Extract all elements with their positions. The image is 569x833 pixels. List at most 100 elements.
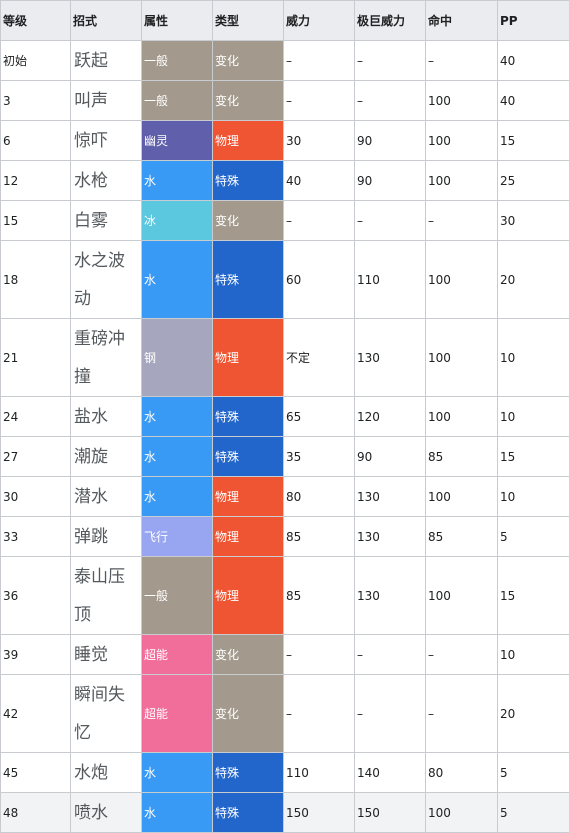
level-cell: 24 bbox=[1, 397, 71, 437]
move-name-link[interactable]: 惊吓 bbox=[71, 121, 142, 161]
power-cell: 60 bbox=[284, 241, 355, 319]
level-cell: 33 bbox=[1, 517, 71, 557]
category-badge[interactable]: 变化 bbox=[213, 81, 284, 121]
move-name-link[interactable]: 盐水 bbox=[71, 397, 142, 437]
pp-cell: 5 bbox=[498, 753, 569, 793]
type-badge[interactable]: 一般 bbox=[142, 41, 213, 81]
max-power-cell: – bbox=[355, 41, 426, 81]
max-power-cell: – bbox=[355, 675, 426, 753]
category-badge[interactable]: 特殊 bbox=[213, 753, 284, 793]
move-name-link[interactable]: 睡觉 bbox=[71, 635, 142, 675]
type-badge[interactable]: 超能 bbox=[142, 635, 213, 675]
category-badge[interactable]: 变化 bbox=[213, 635, 284, 675]
power-cell: – bbox=[284, 41, 355, 81]
power-cell: – bbox=[284, 635, 355, 675]
accuracy-cell: 85 bbox=[426, 437, 498, 477]
level-cell: 初始 bbox=[1, 41, 71, 81]
max-power-cell: 140 bbox=[355, 753, 426, 793]
move-name-link[interactable]: 泰山压顶 bbox=[71, 557, 142, 635]
move-name-link[interactable]: 潜水 bbox=[71, 477, 142, 517]
type-badge[interactable]: 幽灵 bbox=[142, 121, 213, 161]
level-cell: 15 bbox=[1, 201, 71, 241]
power-cell: – bbox=[284, 201, 355, 241]
move-name-link[interactable]: 弹跳 bbox=[71, 517, 142, 557]
category-badge[interactable]: 物理 bbox=[213, 319, 284, 397]
move-name-link[interactable]: 白雾 bbox=[71, 201, 142, 241]
move-name-link[interactable]: 重磅冲撞 bbox=[71, 319, 142, 397]
level-cell: 48 bbox=[1, 793, 71, 833]
type-badge[interactable]: 冰 bbox=[142, 201, 213, 241]
max-power-cell: – bbox=[355, 81, 426, 121]
category-badge[interactable]: 物理 bbox=[213, 121, 284, 161]
level-cell: 27 bbox=[1, 437, 71, 477]
type-badge[interactable]: 钢 bbox=[142, 319, 213, 397]
category-badge[interactable]: 物理 bbox=[213, 477, 284, 517]
table-row: 33 弹跳 飞行 物理 85 130 85 5 bbox=[1, 517, 569, 557]
accuracy-cell: 80 bbox=[426, 753, 498, 793]
header-pp: PP bbox=[498, 1, 569, 41]
type-badge[interactable]: 水 bbox=[142, 397, 213, 437]
level-cell: 36 bbox=[1, 557, 71, 635]
accuracy-cell: 100 bbox=[426, 241, 498, 319]
move-name-link[interactable]: 水枪 bbox=[71, 161, 142, 201]
category-badge[interactable]: 特殊 bbox=[213, 241, 284, 319]
category-badge[interactable]: 特殊 bbox=[213, 397, 284, 437]
accuracy-cell: 100 bbox=[426, 81, 498, 121]
move-name-link[interactable]: 水之波动 bbox=[71, 241, 142, 319]
type-badge[interactable]: 水 bbox=[142, 161, 213, 201]
type-badge[interactable]: 超能 bbox=[142, 675, 213, 753]
move-name-link[interactable]: 水炮 bbox=[71, 753, 142, 793]
move-name-link[interactable]: 喷水 bbox=[71, 793, 142, 833]
table-row: 27 潮旋 水 特殊 35 90 85 15 bbox=[1, 437, 569, 477]
table-row: 18 水之波动 水 特殊 60 110 100 20 bbox=[1, 241, 569, 319]
max-power-cell: 90 bbox=[355, 161, 426, 201]
max-power-cell: – bbox=[355, 635, 426, 675]
type-badge[interactable]: 一般 bbox=[142, 557, 213, 635]
move-name-link[interactable]: 叫声 bbox=[71, 81, 142, 121]
type-badge[interactable]: 飞行 bbox=[142, 517, 213, 557]
max-power-cell: 90 bbox=[355, 437, 426, 477]
level-cell: 42 bbox=[1, 675, 71, 753]
header-move: 招式 bbox=[71, 1, 142, 41]
pp-cell: 10 bbox=[498, 319, 569, 397]
table-row: 24 盐水 水 特殊 65 120 100 10 bbox=[1, 397, 569, 437]
power-cell: 30 bbox=[284, 121, 355, 161]
accuracy-cell: 85 bbox=[426, 517, 498, 557]
type-badge[interactable]: 水 bbox=[142, 437, 213, 477]
pp-cell: 25 bbox=[498, 161, 569, 201]
type-badge[interactable]: 一般 bbox=[142, 81, 213, 121]
move-name-link[interactable]: 潮旋 bbox=[71, 437, 142, 477]
type-badge[interactable]: 水 bbox=[142, 753, 213, 793]
table-row: 12 水枪 水 特殊 40 90 100 25 bbox=[1, 161, 569, 201]
max-power-cell: 130 bbox=[355, 557, 426, 635]
table-row: 3 叫声 一般 变化 – – 100 40 bbox=[1, 81, 569, 121]
accuracy-cell: – bbox=[426, 635, 498, 675]
category-badge[interactable]: 变化 bbox=[213, 41, 284, 81]
max-power-cell: 130 bbox=[355, 477, 426, 517]
max-power-cell: 150 bbox=[355, 793, 426, 833]
accuracy-cell: 100 bbox=[426, 121, 498, 161]
level-cell: 30 bbox=[1, 477, 71, 517]
header-power: 威力 bbox=[284, 1, 355, 41]
pp-cell: 10 bbox=[498, 635, 569, 675]
move-name-link[interactable]: 瞬间失忆 bbox=[71, 675, 142, 753]
category-badge[interactable]: 物理 bbox=[213, 557, 284, 635]
category-badge[interactable]: 变化 bbox=[213, 675, 284, 753]
category-badge[interactable]: 变化 bbox=[213, 201, 284, 241]
level-cell: 3 bbox=[1, 81, 71, 121]
header-max-power: 极巨威力 bbox=[355, 1, 426, 41]
header-accuracy: 命中 bbox=[426, 1, 498, 41]
level-cell: 21 bbox=[1, 319, 71, 397]
accuracy-cell: 100 bbox=[426, 557, 498, 635]
category-badge[interactable]: 特殊 bbox=[213, 437, 284, 477]
category-badge[interactable]: 物理 bbox=[213, 517, 284, 557]
type-badge[interactable]: 水 bbox=[142, 793, 213, 833]
type-badge[interactable]: 水 bbox=[142, 241, 213, 319]
category-badge[interactable]: 特殊 bbox=[213, 161, 284, 201]
level-cell: 6 bbox=[1, 121, 71, 161]
category-badge[interactable]: 特殊 bbox=[213, 793, 284, 833]
type-badge[interactable]: 水 bbox=[142, 477, 213, 517]
move-name-link[interactable]: 跃起 bbox=[71, 41, 142, 81]
pp-cell: 5 bbox=[498, 517, 569, 557]
